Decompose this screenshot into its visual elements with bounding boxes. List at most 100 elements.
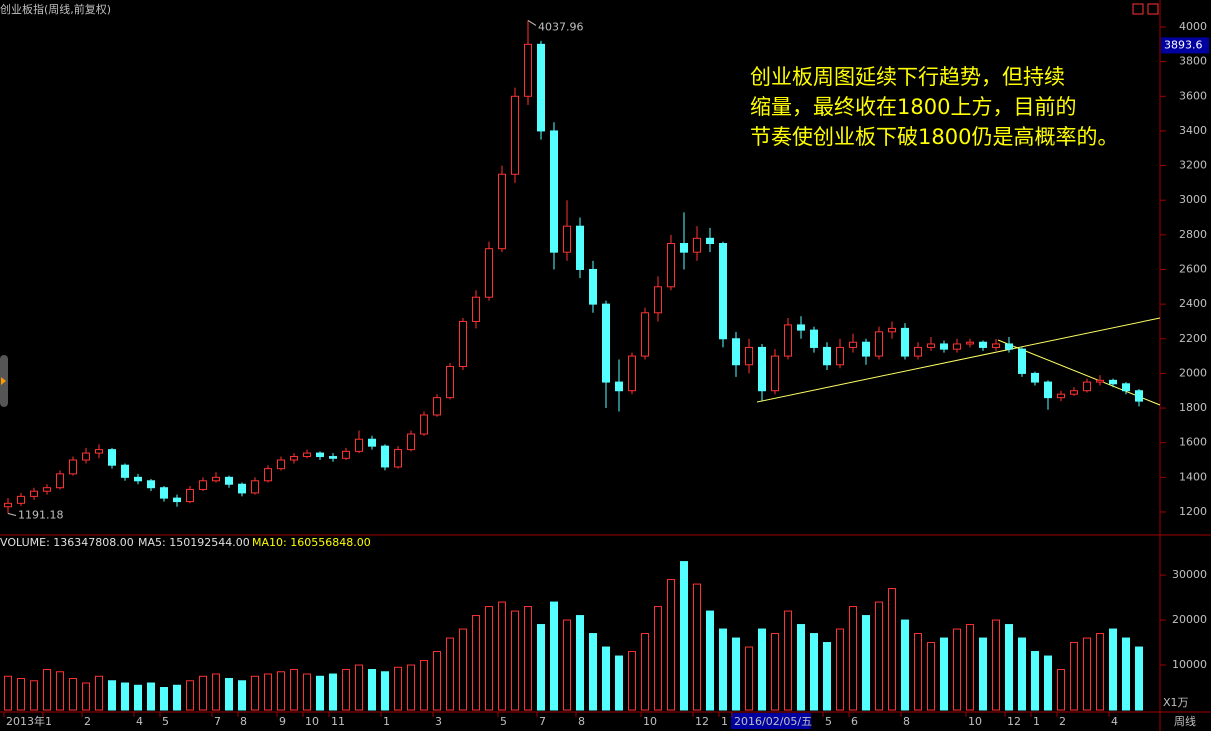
candle-body (1057, 393, 1065, 399)
y-tick-label: 2200 (1179, 332, 1207, 345)
volume-bar (537, 624, 545, 711)
annotation: 节奏使创业板下破1800仍是高概率的。 (750, 125, 1118, 149)
volume-header: MA10: 160556848.00 (252, 536, 371, 549)
volume-bar (628, 651, 636, 711)
x-tick-label: 10 (305, 715, 319, 728)
volume-bar (732, 637, 740, 711)
y-tick-label: 1800 (1179, 401, 1207, 414)
volume-bar (849, 606, 857, 711)
volume-bar (108, 680, 116, 711)
candle-body (1044, 381, 1052, 399)
candle-body (940, 343, 948, 350)
volume-header: MA5: 150192544.00 (138, 536, 250, 549)
candle-body (745, 346, 753, 366)
low-pointer (7, 513, 17, 516)
candle-body (953, 343, 961, 350)
candle-body (199, 480, 207, 490)
volume-bar (433, 651, 441, 711)
x-tick-label: 3 (435, 715, 442, 728)
candle-body (446, 365, 454, 399)
candle-body (758, 346, 766, 392)
volume-bar (1057, 669, 1065, 711)
candle-body (693, 237, 701, 253)
volume-unit: X1万 (1163, 696, 1189, 709)
candle-body (771, 355, 779, 392)
candle-body (251, 480, 259, 494)
volume-bar (745, 646, 753, 711)
volume-bar (511, 610, 519, 711)
volume-bar (355, 664, 363, 711)
volume-bar (173, 684, 181, 711)
candle-body (810, 329, 818, 348)
volume-bar (966, 624, 974, 711)
candle-body (784, 324, 792, 357)
candle-body (173, 497, 181, 503)
window-icon[interactable] (1132, 3, 1144, 15)
volume-bar (576, 615, 584, 711)
y-tick-label: 2000 (1179, 366, 1207, 379)
volume-bar (290, 669, 298, 711)
volume-bar (602, 646, 610, 711)
volume-bar (706, 610, 714, 711)
candle-body (1031, 372, 1039, 383)
candle-body (342, 450, 350, 459)
candle-body (979, 341, 987, 348)
volume-bar (784, 610, 792, 711)
x-tick-label: 8 (903, 715, 910, 728)
volume-bar (459, 628, 467, 711)
volume-bar (615, 655, 623, 711)
volume-bar (992, 619, 1000, 711)
x-tick-label: 10 (643, 715, 657, 728)
side-arrow (1, 377, 6, 385)
x-tick-label: 8 (578, 715, 585, 728)
candle-body (628, 355, 636, 392)
x-tick-label: 2 (84, 715, 91, 728)
volume-bar (563, 619, 571, 711)
volume-bar (277, 671, 285, 711)
y-tick-label: 2400 (1179, 297, 1207, 310)
candle-body (485, 248, 493, 298)
volume-tick-label: 30000 (1172, 568, 1207, 581)
candle-body (1070, 390, 1078, 395)
volume-bar (1135, 646, 1143, 711)
cursor-value: 3893.6 (1164, 38, 1203, 51)
candle-body (316, 452, 324, 458)
volume-bar (693, 583, 701, 711)
candle-body (862, 341, 870, 357)
volume-header: VOLUME: 136347808.00 (0, 536, 134, 549)
candle-body (225, 476, 233, 485)
candle-body (615, 381, 623, 392)
candle-body (355, 438, 363, 452)
x-tick-label: 2016/02/05/五 (734, 715, 812, 728)
candle-body (1096, 379, 1104, 383)
candle-body (927, 343, 935, 348)
candle-body (303, 452, 311, 458)
volume-bar (589, 633, 597, 711)
window-icon[interactable] (1147, 3, 1159, 15)
candle-body (680, 243, 688, 253)
candle-body (160, 487, 168, 499)
candle-body (1018, 348, 1026, 374)
candle-body (888, 327, 896, 333)
x-tick-label: 5 (162, 715, 169, 728)
volume-bar (888, 588, 896, 711)
candle-body (524, 43, 532, 97)
candle-body (589, 268, 597, 305)
y-tick-label: 2600 (1179, 262, 1207, 275)
annotation: 创业板周图延续下行趋势，但持续 (750, 65, 1065, 89)
volume-bar (368, 669, 376, 711)
candle-body (134, 476, 142, 482)
volume-tick-label: 10000 (1172, 658, 1207, 671)
candle-body (368, 438, 376, 447)
y-tick-label: 3800 (1179, 55, 1207, 68)
y-tick-label: 4000 (1179, 20, 1207, 33)
volume-bar (407, 664, 415, 711)
high-pointer (527, 20, 537, 26)
y-tick-label: 3200 (1179, 159, 1207, 172)
volume-bar (43, 669, 51, 711)
volume-bar (446, 637, 454, 711)
y-tick-label: 3600 (1179, 89, 1207, 102)
candle-body (82, 452, 90, 461)
volume-bar (134, 684, 142, 711)
